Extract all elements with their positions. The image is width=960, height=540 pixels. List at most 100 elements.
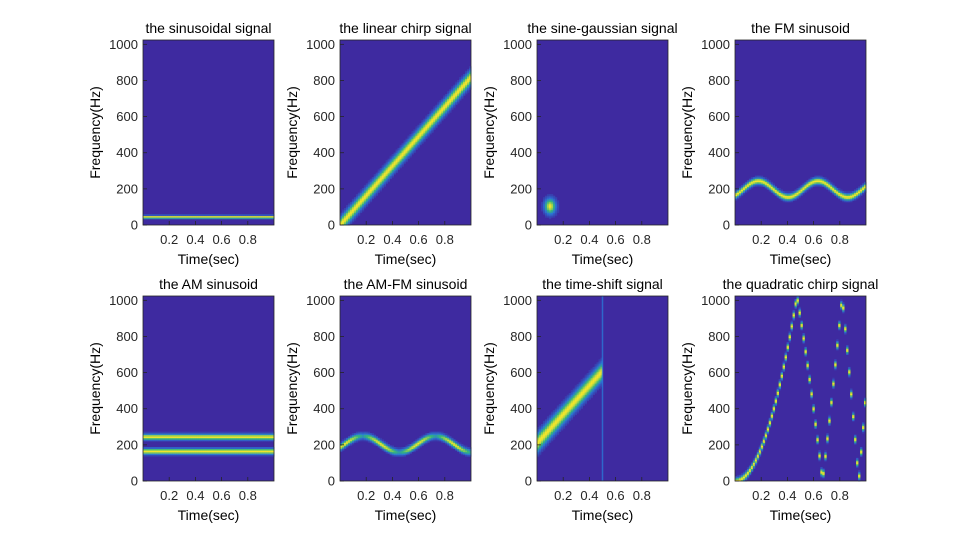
heatmap-cell — [162, 439, 166, 442]
heatmap-cell — [840, 308, 843, 311]
heatmap-cell — [345, 215, 349, 218]
heatmap-cell — [385, 180, 388, 183]
heatmap-cell — [826, 439, 829, 442]
heatmap-cell — [236, 439, 239, 442]
heatmap-cell — [572, 388, 576, 391]
heatmap-cell — [568, 393, 572, 396]
heatmap-cell — [232, 436, 235, 439]
heatmap-cell — [748, 467, 752, 470]
heatmap-cell — [246, 451, 249, 454]
heatmap-cell — [584, 402, 587, 405]
heatmap-cell — [250, 437, 253, 440]
heatmap-cell — [180, 436, 184, 439]
heatmap-cell — [540, 433, 544, 436]
heatmap-cell — [794, 189, 797, 192]
heatmap-cell — [538, 425, 542, 428]
heatmap-cell — [556, 206, 560, 209]
heatmap-cell — [341, 223, 345, 226]
heatmap-cell — [550, 422, 554, 425]
heatmap-cell — [355, 208, 359, 210]
heatmap-cell — [216, 433, 219, 436]
heatmap-cell — [806, 189, 809, 192]
heatmap-cell — [854, 198, 857, 201]
heatmap-cell — [431, 109, 434, 112]
heatmap-cell — [244, 453, 247, 456]
heatmap-cell — [554, 414, 558, 417]
heatmap-cell — [461, 86, 464, 89]
heatmap-cell — [590, 380, 593, 383]
heatmap-cell — [349, 208, 353, 210]
heatmap-cell — [538, 450, 542, 453]
heatmap-cell — [240, 436, 243, 439]
heatmap-cell — [558, 408, 562, 411]
heatmap-cell — [792, 309, 795, 312]
heatmap-cell — [740, 186, 744, 189]
heatmap-cell — [200, 433, 203, 436]
heatmap-cell — [272, 450, 275, 453]
heatmap-cell — [413, 149, 416, 152]
heatmap-cell — [736, 197, 740, 200]
heatmap-cell — [387, 175, 390, 178]
heatmap-cell — [401, 143, 404, 146]
heatmap-cell — [262, 454, 265, 457]
heatmap-cell — [250, 433, 253, 436]
heatmap-cell — [236, 447, 239, 449]
heatmap-cell — [776, 189, 780, 192]
heatmap-cell — [143, 431, 146, 434]
heatmap-cell — [786, 348, 789, 351]
heatmap-cell — [143, 454, 146, 457]
heatmap-cell — [230, 434, 233, 437]
heatmap-cell — [554, 420, 558, 423]
heatmap-cell — [744, 186, 748, 189]
y-tick-label: 200 — [313, 181, 335, 196]
heatmap-cell — [850, 393, 853, 396]
heatmap-cell — [355, 439, 359, 442]
heatmap-cell — [544, 440, 548, 443]
heatmap-cell — [566, 420, 570, 423]
heatmap-cell — [445, 433, 448, 436]
heatmap-cell — [411, 447, 414, 449]
heatmap-cell — [244, 431, 247, 434]
heatmap-cell — [537, 439, 540, 442]
heatmap-cell — [429, 127, 432, 130]
heatmap-cell — [558, 428, 562, 431]
heatmap-cell — [373, 174, 377, 177]
heatmap-cell — [570, 403, 574, 406]
heatmap-cell — [220, 451, 223, 454]
heatmap-cell — [202, 436, 205, 439]
heatmap-cell — [162, 454, 166, 457]
heatmap-cell — [258, 453, 261, 456]
heatmap-cell — [566, 416, 570, 419]
heatmap-cell — [365, 186, 369, 189]
heatmap-cell — [198, 433, 201, 436]
heatmap-cell — [467, 80, 470, 82]
heatmap-cell — [574, 413, 578, 416]
heatmap-cell — [387, 172, 390, 175]
heatmap-cell — [343, 220, 347, 223]
heatmap-cell — [830, 400, 833, 403]
heatmap-cell — [558, 413, 562, 416]
heatmap-cell — [248, 454, 251, 457]
heatmap-cell — [447, 107, 450, 110]
heatmap-cell — [790, 326, 793, 329]
heatmap-cell — [445, 100, 448, 103]
heatmap-cell — [798, 189, 801, 192]
heatmap-cell — [413, 445, 416, 448]
heatmap-cells — [537, 357, 603, 457]
heatmap-cell — [345, 211, 349, 214]
heatmap-cell — [226, 215, 229, 218]
heatmap-cell — [403, 140, 406, 143]
heatmap-cell — [564, 396, 568, 399]
heatmap-cell — [341, 209, 345, 212]
x-tick-label: 0.2 — [554, 232, 572, 247]
heatmap-cell — [172, 214, 176, 217]
heatmap-cell — [748, 186, 752, 189]
heatmap-cell — [206, 431, 209, 434]
y-tick-label: 800 — [510, 329, 532, 344]
heatmap-cell — [443, 98, 446, 101]
x-tick-label: 0.4 — [580, 232, 598, 247]
heatmap-cell — [166, 451, 170, 454]
heatmap-cell — [188, 448, 191, 451]
x-tick-label: 0.6 — [410, 488, 428, 503]
heatmap-cell — [385, 445, 388, 448]
